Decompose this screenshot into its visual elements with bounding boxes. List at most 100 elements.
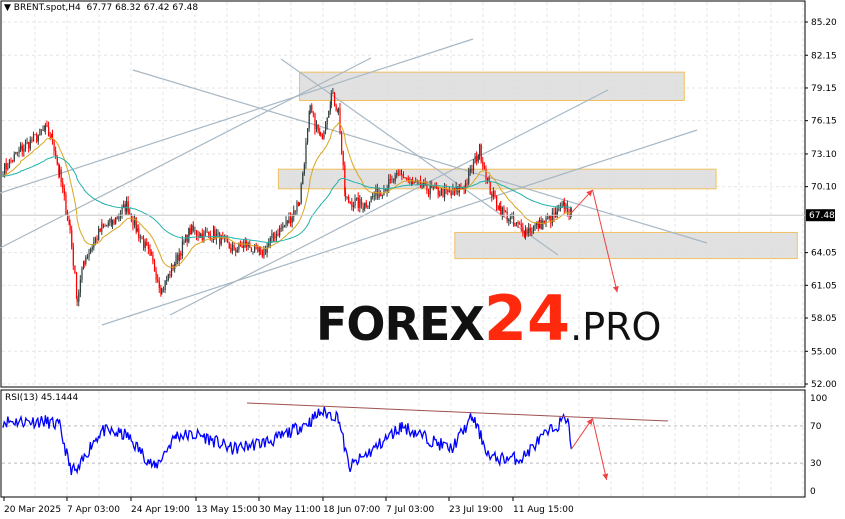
candle-body — [559, 207, 562, 210]
candle-body — [316, 124, 318, 130]
candle-body — [402, 176, 405, 178]
candle-body — [275, 233, 278, 239]
candle-body — [254, 244, 256, 252]
candle-body — [263, 248, 265, 257]
candle-body — [63, 188, 65, 196]
candle-body — [434, 185, 436, 188]
candle-body — [294, 210, 297, 212]
x-tick-label: 7 Jul 03:00 — [386, 505, 435, 515]
candle-body — [307, 128, 309, 143]
trendline — [169, 89, 609, 316]
candle-body — [328, 110, 330, 118]
x-tick-label: 13 May 15:00 — [196, 505, 258, 515]
candle-body — [337, 109, 339, 113]
candle-body — [480, 144, 482, 162]
candle-body — [197, 235, 199, 237]
candle-body — [505, 211, 507, 213]
x-tick-label: 30 May 11:00 — [259, 505, 321, 515]
candle-body — [455, 186, 457, 192]
candle-body — [155, 271, 157, 280]
candle-body — [344, 192, 347, 198]
candle-body — [558, 209, 560, 211]
candle-body — [99, 229, 101, 232]
candle-body — [397, 172, 400, 174]
candle-body — [58, 163, 60, 174]
candle-body — [195, 230, 198, 236]
candle-body — [121, 207, 123, 215]
candle-body — [15, 152, 17, 155]
candle-body — [393, 178, 395, 182]
candle-body — [488, 177, 490, 182]
candle-body — [464, 183, 467, 190]
candle-body — [472, 162, 475, 171]
candle-body — [471, 168, 473, 171]
candle-body — [431, 185, 433, 188]
trendline — [0, 38, 474, 194]
candle-body — [261, 250, 263, 257]
logo-text-24: 24 — [483, 282, 571, 355]
candle-body — [492, 190, 495, 197]
candle-body — [515, 222, 518, 224]
candle-body — [537, 222, 539, 229]
candle-body — [529, 228, 531, 232]
logo-text-forex: FOREX — [316, 297, 485, 351]
candle-body — [13, 154, 15, 162]
candle-body — [71, 230, 73, 248]
candle-body — [526, 228, 528, 233]
candle-body — [337, 108, 340, 113]
candle-body — [241, 246, 243, 248]
price-zone-rectangle — [454, 231, 798, 260]
candle-body — [320, 134, 322, 136]
candle-body — [539, 219, 541, 229]
candle-body — [76, 298, 78, 302]
candle-body — [524, 228, 527, 236]
collapse-triangle-icon[interactable]: ▼ — [4, 3, 14, 13]
candle-body — [143, 239, 145, 248]
slow-moving-average-line — [2, 156, 572, 243]
candle-body — [466, 183, 468, 185]
y-tick-label: 73.10 — [811, 150, 837, 160]
y-tick-label: 82.15 — [811, 51, 837, 61]
candle-body — [10, 160, 12, 161]
x-tick-label: 20 Mar 2025 — [4, 505, 61, 515]
candle-body — [411, 181, 414, 183]
candle-body — [520, 224, 522, 227]
rsi-tick-label: 30 — [810, 459, 822, 469]
candle-body — [536, 222, 538, 225]
candle-body — [293, 210, 295, 217]
y-tick-label: 64.05 — [811, 249, 837, 259]
candle-body — [244, 242, 246, 245]
candle-body — [55, 150, 57, 158]
rsi-tick-label: 0 — [810, 487, 816, 497]
candle-body — [200, 233, 202, 238]
candle-body — [167, 274, 169, 280]
candle-body — [110, 218, 113, 225]
candle-body — [65, 195, 67, 214]
candle-body — [20, 145, 22, 149]
candle-body — [506, 211, 508, 221]
candle-body — [563, 201, 565, 204]
candle-body — [44, 125, 47, 130]
candle-body — [497, 205, 499, 210]
candle-body — [260, 249, 262, 251]
candle-body — [404, 177, 406, 179]
candle-body — [285, 220, 287, 225]
candle-body — [561, 203, 563, 208]
candle-body — [514, 222, 516, 224]
candle-body — [36, 134, 38, 142]
candle-body — [104, 225, 106, 227]
candle-body — [399, 173, 401, 175]
candle-body — [44, 129, 46, 131]
candle-body — [23, 148, 25, 152]
candle-body — [540, 219, 542, 230]
candle-body — [477, 155, 479, 162]
candle-body — [46, 125, 48, 128]
candle-body — [309, 105, 311, 114]
y-tick-label: 52.00 — [811, 380, 837, 390]
candle-body — [513, 216, 515, 223]
candle-body — [62, 182, 64, 189]
x-tick-label: 18 Jun 07:00 — [323, 505, 380, 515]
candle-body — [351, 202, 353, 207]
rsi-tick-label: 70 — [810, 422, 822, 432]
